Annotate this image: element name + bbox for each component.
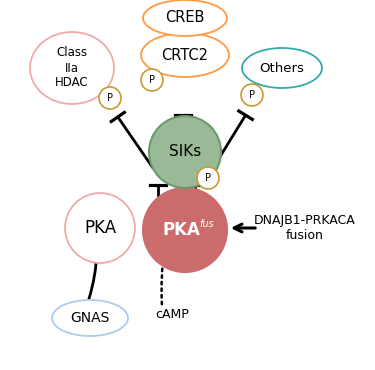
Text: PKA: PKA bbox=[162, 221, 200, 239]
Circle shape bbox=[65, 193, 135, 263]
Text: P: P bbox=[149, 75, 155, 85]
Text: fus: fus bbox=[199, 219, 214, 229]
Ellipse shape bbox=[141, 33, 229, 77]
Text: P: P bbox=[107, 93, 113, 103]
Text: P: P bbox=[249, 90, 255, 100]
Text: Class
IIa
HDAC: Class IIa HDAC bbox=[55, 47, 89, 90]
Ellipse shape bbox=[52, 300, 128, 336]
Circle shape bbox=[149, 116, 221, 188]
Text: PKA: PKA bbox=[84, 219, 116, 237]
Text: SIKs: SIKs bbox=[169, 145, 201, 159]
Text: CREB: CREB bbox=[165, 10, 205, 26]
Circle shape bbox=[143, 188, 227, 272]
Text: P: P bbox=[205, 173, 211, 183]
Circle shape bbox=[197, 167, 219, 189]
Ellipse shape bbox=[143, 0, 227, 36]
Text: cAMP: cAMP bbox=[155, 309, 189, 322]
Circle shape bbox=[99, 87, 121, 109]
Text: CRTC2: CRTC2 bbox=[162, 47, 209, 63]
Text: GNAS: GNAS bbox=[70, 311, 110, 325]
Ellipse shape bbox=[30, 32, 114, 104]
Circle shape bbox=[141, 69, 163, 91]
Text: Others: Others bbox=[260, 61, 305, 74]
Ellipse shape bbox=[242, 48, 322, 88]
Circle shape bbox=[241, 84, 263, 106]
Text: DNAJB1-PRKACA
fusion: DNAJB1-PRKACA fusion bbox=[254, 214, 356, 242]
